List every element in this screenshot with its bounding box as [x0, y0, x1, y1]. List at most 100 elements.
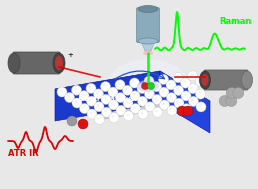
Circle shape: [166, 80, 176, 90]
Circle shape: [116, 93, 125, 103]
FancyBboxPatch shape: [136, 8, 159, 43]
Circle shape: [177, 106, 187, 116]
Circle shape: [87, 109, 97, 119]
Circle shape: [96, 91, 99, 94]
Circle shape: [94, 102, 104, 112]
Circle shape: [103, 97, 106, 100]
Circle shape: [64, 92, 75, 102]
Circle shape: [104, 109, 107, 112]
Circle shape: [110, 89, 113, 92]
Circle shape: [81, 93, 84, 96]
Circle shape: [78, 119, 88, 129]
Circle shape: [97, 117, 100, 120]
Circle shape: [140, 111, 143, 114]
Circle shape: [154, 97, 157, 100]
Ellipse shape: [241, 71, 253, 89]
Ellipse shape: [8, 53, 20, 73]
Circle shape: [109, 100, 118, 110]
Circle shape: [196, 102, 206, 112]
Circle shape: [144, 76, 154, 86]
Circle shape: [133, 106, 136, 109]
Circle shape: [126, 113, 129, 116]
Circle shape: [117, 82, 120, 85]
Circle shape: [148, 83, 155, 90]
Circle shape: [118, 108, 121, 111]
Circle shape: [189, 96, 198, 106]
Circle shape: [169, 95, 172, 98]
Circle shape: [89, 98, 92, 101]
Circle shape: [138, 96, 148, 106]
Circle shape: [132, 93, 135, 96]
Circle shape: [166, 93, 176, 103]
Circle shape: [152, 107, 163, 117]
Circle shape: [233, 88, 244, 98]
Circle shape: [188, 84, 198, 94]
Circle shape: [108, 87, 118, 97]
Circle shape: [181, 91, 191, 101]
Circle shape: [74, 100, 77, 103]
Circle shape: [125, 88, 128, 91]
Circle shape: [88, 86, 91, 89]
Circle shape: [103, 84, 106, 87]
Circle shape: [138, 109, 148, 119]
Ellipse shape: [201, 74, 208, 86]
Circle shape: [162, 102, 165, 105]
Circle shape: [101, 107, 111, 117]
Circle shape: [190, 73, 193, 76]
Circle shape: [96, 104, 99, 107]
Circle shape: [145, 102, 155, 112]
Circle shape: [57, 87, 67, 97]
Ellipse shape: [53, 53, 65, 73]
Circle shape: [161, 77, 164, 80]
Polygon shape: [160, 71, 210, 133]
Circle shape: [198, 104, 201, 107]
Text: Raman: Raman: [220, 16, 252, 26]
Circle shape: [82, 106, 85, 109]
Circle shape: [176, 101, 179, 104]
Circle shape: [161, 90, 164, 92]
Ellipse shape: [199, 71, 211, 89]
Circle shape: [173, 85, 183, 95]
Circle shape: [111, 102, 114, 105]
Circle shape: [144, 89, 155, 99]
Circle shape: [139, 86, 142, 89]
Circle shape: [168, 82, 171, 85]
Circle shape: [74, 88, 77, 91]
Circle shape: [109, 113, 119, 123]
Circle shape: [132, 80, 135, 83]
Ellipse shape: [138, 38, 158, 44]
Circle shape: [226, 88, 237, 98]
FancyBboxPatch shape: [204, 70, 248, 90]
Circle shape: [169, 108, 172, 111]
Circle shape: [226, 95, 237, 106]
Circle shape: [183, 93, 186, 96]
Circle shape: [158, 74, 168, 84]
Circle shape: [67, 95, 70, 98]
Circle shape: [147, 104, 150, 107]
Text: Electrocatalysis: Electrocatalysis: [78, 96, 142, 102]
Circle shape: [181, 78, 190, 88]
Circle shape: [86, 96, 96, 106]
Circle shape: [159, 87, 169, 97]
Circle shape: [131, 104, 141, 114]
Circle shape: [196, 89, 206, 99]
FancyBboxPatch shape: [13, 52, 60, 74]
Circle shape: [86, 83, 96, 93]
Circle shape: [124, 111, 133, 121]
Circle shape: [137, 84, 147, 94]
Ellipse shape: [108, 59, 188, 109]
Circle shape: [159, 100, 170, 110]
Circle shape: [123, 98, 133, 108]
Ellipse shape: [137, 80, 159, 92]
Circle shape: [101, 94, 111, 104]
Circle shape: [71, 85, 82, 95]
Circle shape: [147, 91, 150, 94]
Circle shape: [101, 82, 110, 92]
Circle shape: [198, 91, 201, 94]
Circle shape: [190, 86, 193, 89]
Ellipse shape: [138, 5, 158, 12]
Circle shape: [89, 111, 92, 114]
Circle shape: [191, 99, 194, 102]
Circle shape: [176, 88, 179, 91]
Circle shape: [183, 106, 193, 116]
